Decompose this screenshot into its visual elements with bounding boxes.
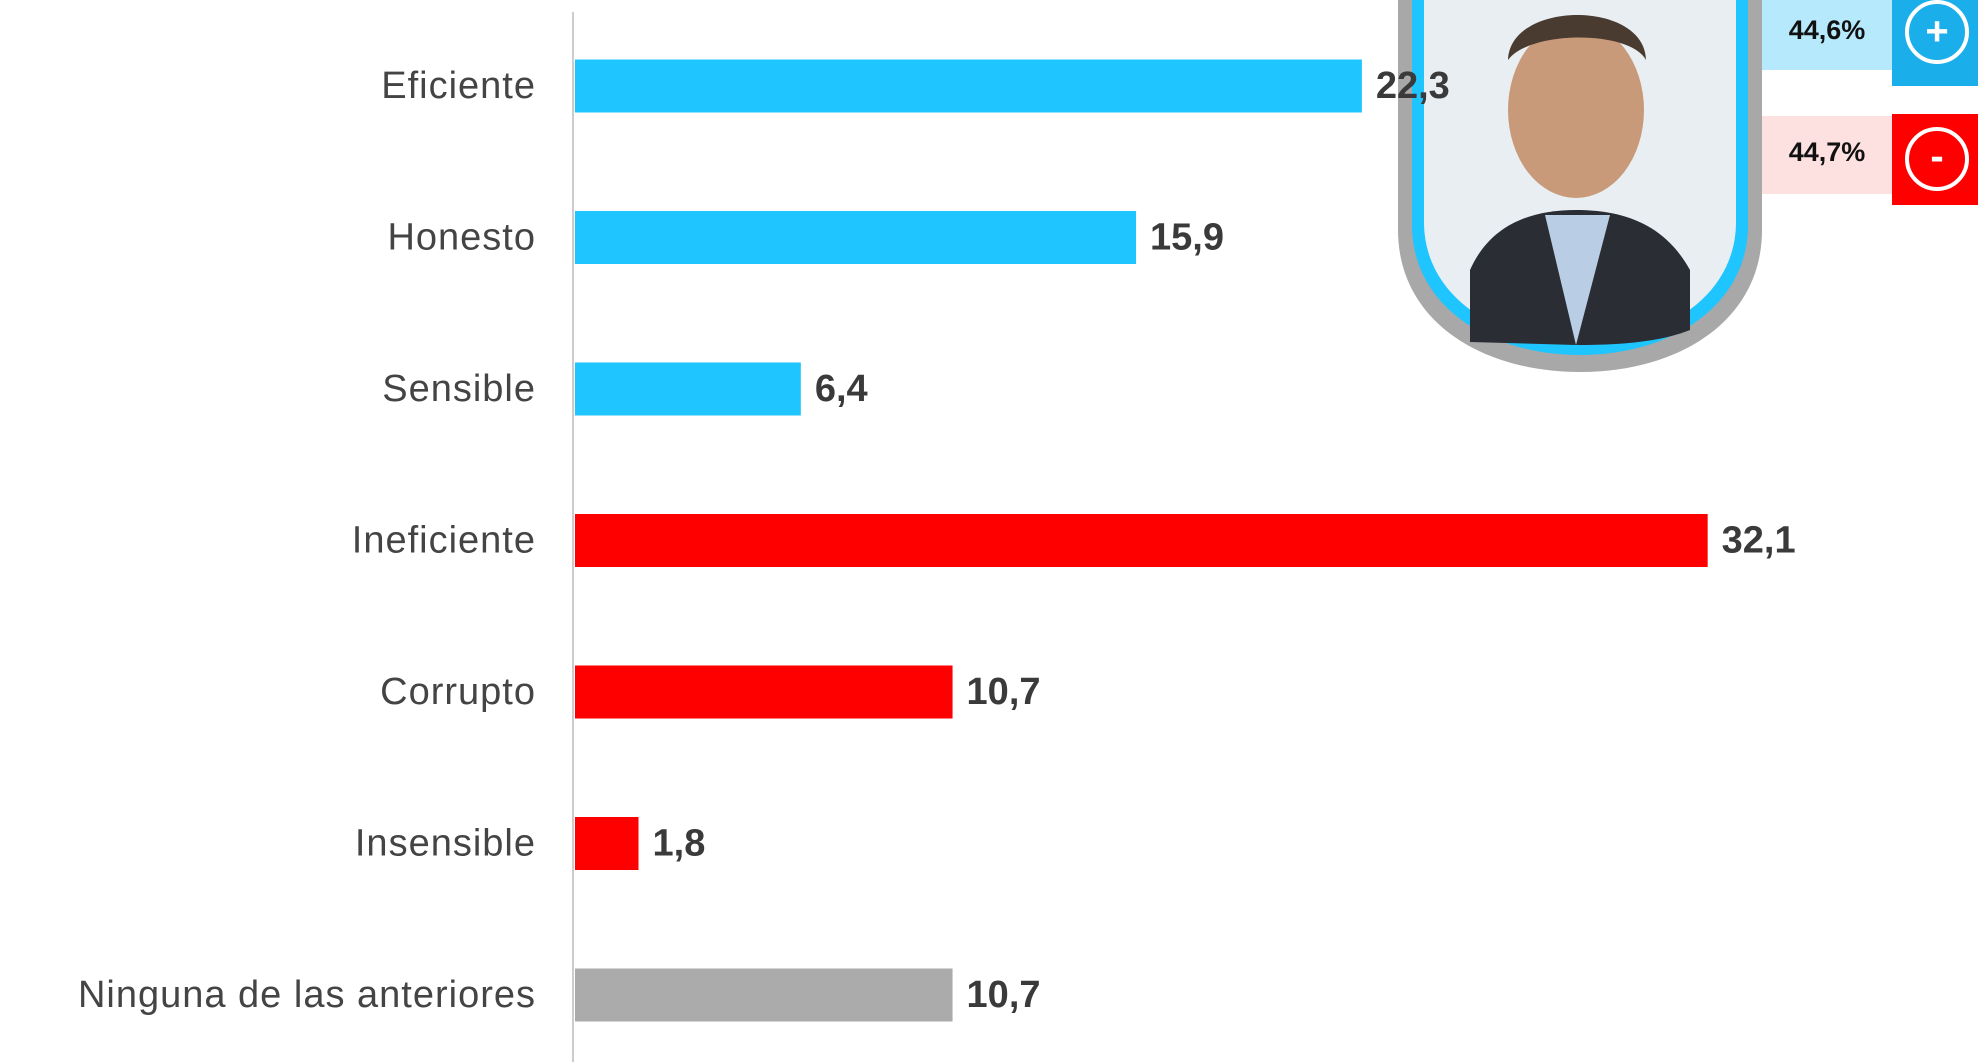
category-label: Eficiente [381,65,536,107]
category-label: Sensible [382,368,536,410]
bar [575,514,1708,567]
badge-text: 44,7% [1789,137,1866,167]
badge-icon: + [1925,10,1948,54]
category-label: Corrupto [380,671,536,713]
bar [575,969,953,1022]
category-label: Insensible [355,823,536,865]
value-label: 32,1 [1722,520,1796,562]
category-label: Honesto [387,217,536,259]
value-label: 22,3 [1376,65,1450,107]
portrait [1398,0,1762,372]
bar [575,363,801,416]
bar [575,60,1362,113]
bar [575,211,1136,264]
bar [575,817,639,870]
value-label: 1,8 [653,823,706,865]
value-label: 15,9 [1150,217,1224,259]
value-label: 10,7 [967,974,1041,1016]
value-label: 10,7 [967,671,1041,713]
badge-icon: - [1930,135,1943,179]
value-label: 6,4 [815,368,868,410]
category-label: Ninguna de las anteriores [78,974,536,1016]
category-label: Ineficiente [352,520,536,562]
bar [575,666,953,719]
badge-text: 44,6% [1789,15,1866,45]
chart: Eficiente 22,3 Honesto 15,9 Sensible 6,4 Inefi… [0,0,1978,1062]
